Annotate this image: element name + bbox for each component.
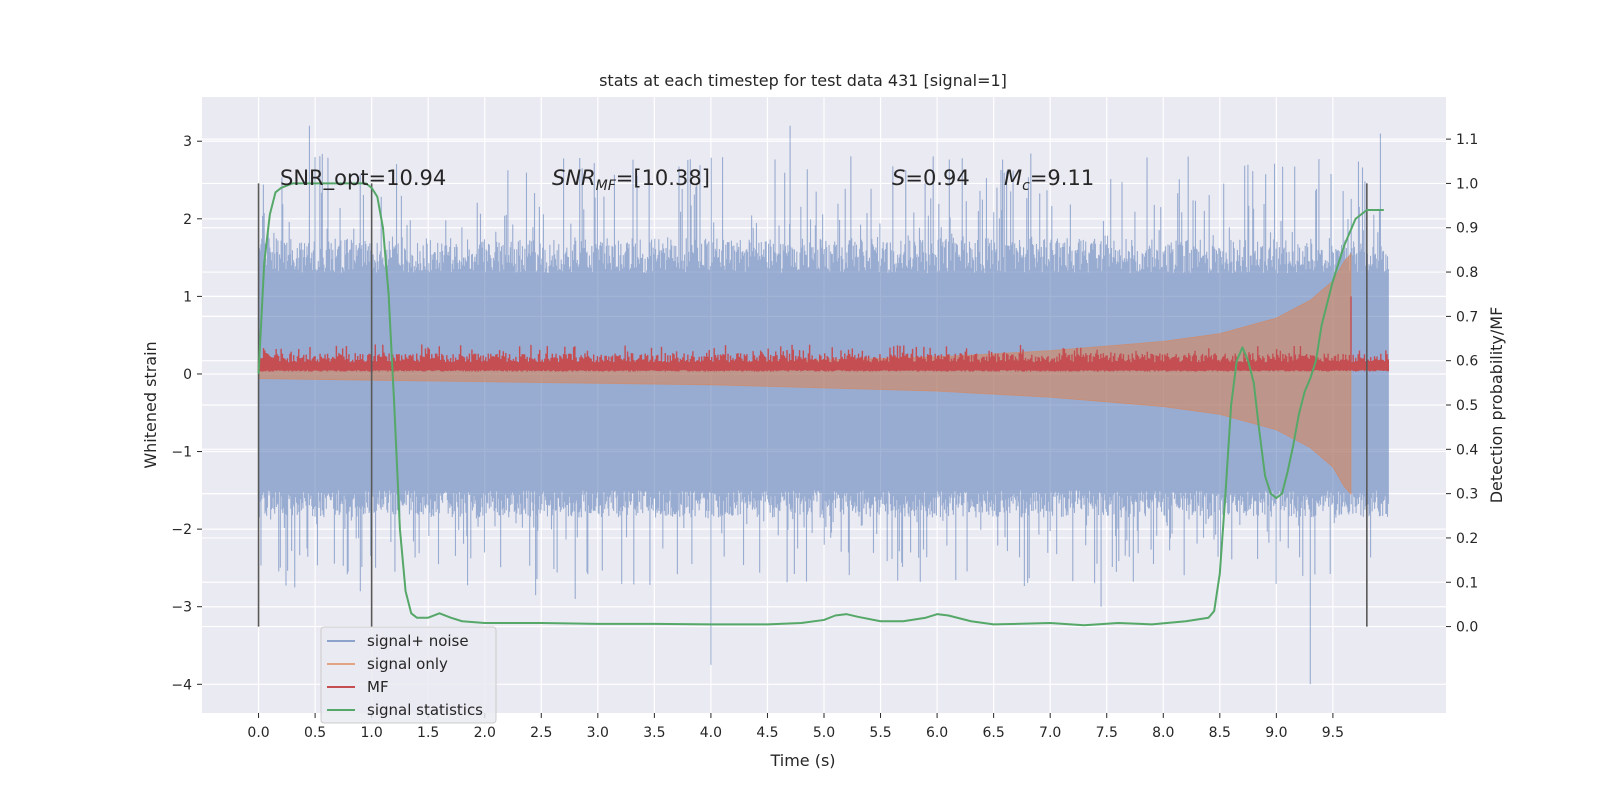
y2-tick-label: 0.5 bbox=[1456, 398, 1478, 414]
chart-title: stats at each timestep for test data 431… bbox=[599, 71, 1007, 90]
mc-value: =9.11 bbox=[1030, 166, 1094, 190]
y2-axis-ticks: 1.1 1.0 0.9 0.8 0.7 0.6 0.5 0.4 0.3 0.2 0.1 0.0 bbox=[1446, 132, 1478, 636]
x-tick-label: 9.5 bbox=[1322, 725, 1344, 741]
x-tick-label: 0.0 bbox=[247, 725, 269, 741]
legend-items: signal+ noise signal only MF signal statist… bbox=[327, 632, 483, 719]
x-tick-label: 3.5 bbox=[643, 725, 665, 741]
legend-label: signal+ noise bbox=[367, 632, 469, 650]
vertical-markers bbox=[257, 183, 1368, 627]
mc-subscript: c bbox=[1022, 178, 1030, 194]
x-tick-label: 2.5 bbox=[530, 725, 552, 741]
x-tick-label: 7.5 bbox=[1096, 725, 1118, 741]
y2-tick-label: 0.2 bbox=[1456, 531, 1478, 547]
s-value: =0.94 bbox=[905, 166, 969, 190]
y-tick-label: 1 bbox=[183, 289, 192, 305]
x-tick-label: 9.0 bbox=[1265, 725, 1287, 741]
x-axis-label: Time (s) bbox=[769, 751, 835, 770]
y-tick-label: 0 bbox=[183, 367, 192, 383]
snr-mf-subscript: MF bbox=[596, 178, 617, 194]
y2-tick-label: 1.1 bbox=[1456, 132, 1478, 148]
s-symbol: S bbox=[892, 166, 905, 190]
y2-tick-label: 1.0 bbox=[1456, 176, 1478, 192]
y2-tick-label: 0.9 bbox=[1456, 221, 1478, 237]
legend-box bbox=[320, 626, 497, 724]
x-tick-label: 6.5 bbox=[983, 725, 1005, 741]
signal-only-series bbox=[258, 252, 1352, 496]
y2-tick-label: 0.0 bbox=[1456, 620, 1478, 636]
mc-symbol: M bbox=[1004, 166, 1022, 190]
x-tick-label: 7.0 bbox=[1039, 725, 1061, 741]
legend-label: signal only bbox=[367, 655, 448, 673]
plot-area bbox=[202, 97, 1446, 713]
y-tick-label: −1 bbox=[171, 445, 192, 461]
y-tick-label: −4 bbox=[171, 677, 192, 693]
signal-statistics-line bbox=[257, 182, 1384, 627]
x-tick-label: 5.5 bbox=[869, 725, 891, 741]
x-tick-label: 1.0 bbox=[361, 725, 383, 741]
y-tick-label: 2 bbox=[183, 212, 192, 228]
y-tick-label: 3 bbox=[183, 134, 192, 150]
y2-tick-label: 0.8 bbox=[1456, 265, 1478, 281]
y-axis-label: Whitened strain bbox=[141, 341, 160, 468]
y-tick-label: −2 bbox=[171, 522, 192, 538]
x-axis-ticks: 0.0 0.5 1.0 1.5 2.0 2.5 3.0 3.5 4.0 4.5 5.0 5.5 6.0 6… bbox=[247, 713, 1344, 741]
y-axis-ticks: 3 2 1 0 −1 −2 −3 −4 bbox=[171, 134, 202, 693]
x-tick-label: 3.0 bbox=[587, 725, 609, 741]
snr-mf-value: =[10.38] bbox=[616, 166, 710, 190]
y2-tick-label: 0.1 bbox=[1456, 575, 1478, 591]
signal-only-line bbox=[258, 252, 1352, 496]
x-tick-label: 5.0 bbox=[813, 725, 835, 741]
y2-tick-label: 0.7 bbox=[1456, 309, 1478, 325]
x-tick-label: 1.5 bbox=[417, 725, 439, 741]
annotation-snr-mf: SNRMF=[10.38] bbox=[552, 166, 710, 194]
x-tick-label: 6.0 bbox=[926, 725, 948, 741]
x-tick-label: 4.0 bbox=[700, 725, 722, 741]
y2-axis-label: Detection probability/MF bbox=[1487, 307, 1506, 504]
x-tick-label: 8.5 bbox=[1209, 725, 1231, 741]
x-tick-label: 0.5 bbox=[304, 725, 326, 741]
annotation-snr-opt: SNR_opt=10.94 bbox=[280, 166, 446, 191]
y-tick-label: −3 bbox=[171, 600, 192, 616]
y2-tick-label: 0.6 bbox=[1456, 354, 1478, 370]
y2-tick-label: 0.3 bbox=[1456, 487, 1478, 503]
x-tick-label: 8.0 bbox=[1152, 725, 1174, 741]
annotation-mc: Mc=9.11 bbox=[1004, 166, 1094, 194]
signal-statistics-series bbox=[257, 182, 1384, 627]
snr-mf-symbol: SNR bbox=[552, 166, 596, 190]
x-tick-label: 4.5 bbox=[756, 725, 778, 741]
x-tick-label: 2.0 bbox=[474, 725, 496, 741]
legend-label: MF bbox=[367, 678, 389, 696]
y2-tick-label: 0.4 bbox=[1456, 442, 1478, 458]
legend: signal+ noise signal only MF signal statist… bbox=[320, 626, 497, 724]
annotation-s: S=0.94 bbox=[892, 166, 970, 190]
legend-label: signal statistics bbox=[367, 701, 483, 719]
annotations: SNR_opt=10.94 SNRMF=[10.38] S=0.94 Mc=9.… bbox=[280, 166, 1094, 194]
